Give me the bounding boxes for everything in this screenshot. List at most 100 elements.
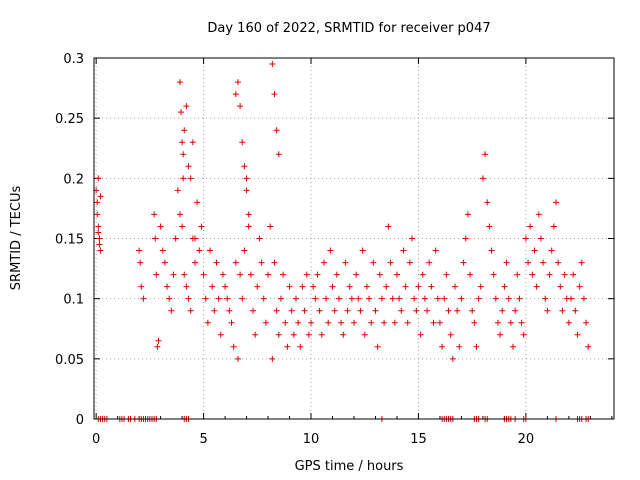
x-axis-label: GPS time / hours <box>295 459 404 474</box>
data-point <box>376 271 383 278</box>
data-point <box>155 337 162 344</box>
data-point <box>447 331 454 338</box>
data-point <box>413 307 420 314</box>
data-point <box>525 259 532 266</box>
data-point <box>522 235 529 242</box>
data-point <box>426 259 433 266</box>
data-point <box>237 271 244 278</box>
data-point <box>191 259 198 266</box>
data-point <box>94 211 101 218</box>
y-tick-label: 0.15 <box>55 233 84 248</box>
data-point <box>342 259 349 266</box>
data-point <box>389 295 396 302</box>
data-point <box>179 223 186 230</box>
x-tick-label: 10 <box>303 432 320 447</box>
data-point <box>95 223 102 230</box>
data-point <box>154 343 161 350</box>
data-point <box>230 343 237 350</box>
data-point <box>434 295 441 302</box>
data-point <box>179 139 186 146</box>
data-point <box>174 187 181 194</box>
data-point <box>217 331 224 338</box>
data-point <box>303 271 310 278</box>
data-point <box>479 175 486 182</box>
data-point <box>501 283 508 290</box>
data-point <box>213 259 220 266</box>
data-point <box>348 295 355 302</box>
data-point <box>166 295 173 302</box>
data-point <box>443 271 450 278</box>
data-point <box>295 319 302 326</box>
data-point <box>391 319 398 326</box>
data-point <box>490 271 497 278</box>
data-point <box>385 223 392 230</box>
y-axis-label: SRMTID / TECUs <box>9 186 24 291</box>
data-point <box>308 319 315 326</box>
data-point <box>409 235 416 242</box>
data-point <box>338 319 345 326</box>
y-tick-label: 0.1 <box>63 293 84 308</box>
data-point <box>482 151 489 158</box>
x-tick-label: 15 <box>410 432 427 447</box>
data-point <box>572 307 579 314</box>
data-point <box>475 295 482 302</box>
data-point <box>241 163 248 170</box>
data-point <box>260 295 267 302</box>
data-point <box>228 319 235 326</box>
data-point <box>187 307 194 314</box>
data-point <box>219 271 226 278</box>
data-point <box>335 295 342 302</box>
data-point <box>340 331 347 338</box>
data-point <box>323 295 330 302</box>
data-point <box>325 319 332 326</box>
data-point <box>370 259 377 266</box>
data-point <box>320 259 327 266</box>
data-point <box>245 223 252 230</box>
data-point <box>312 295 319 302</box>
data-point <box>346 283 353 290</box>
data-point <box>239 295 246 302</box>
data-point <box>164 283 171 290</box>
data-point <box>318 331 325 338</box>
data-point <box>181 127 188 134</box>
data-point <box>441 295 448 302</box>
y-tick-label: 0.3 <box>63 52 84 67</box>
data-point <box>381 319 388 326</box>
plot-frame <box>93 57 615 420</box>
data-point <box>136 247 143 254</box>
data-point <box>550 223 557 230</box>
data-point <box>561 271 568 278</box>
data-point <box>363 283 370 290</box>
y-tick-label: 0.05 <box>55 353 84 368</box>
data-point <box>351 319 357 326</box>
data-point <box>189 235 196 242</box>
data-point <box>529 271 536 278</box>
data-point <box>258 259 265 266</box>
data-point <box>243 187 250 194</box>
data-point <box>284 343 291 350</box>
data-point <box>542 295 549 302</box>
data-point <box>140 295 147 302</box>
data-point <box>518 319 525 326</box>
x-tick-label: 20 <box>518 432 535 447</box>
data-point <box>578 259 585 266</box>
data-point <box>368 319 375 326</box>
data-point <box>467 271 474 278</box>
data-point <box>301 307 308 314</box>
data-point <box>451 283 458 290</box>
data-point <box>151 211 158 218</box>
data-point <box>374 343 381 350</box>
data-point <box>161 259 168 266</box>
data-point <box>256 235 263 242</box>
data-point <box>436 319 443 326</box>
data-point <box>271 259 278 266</box>
data-point <box>180 151 187 158</box>
data-point <box>417 331 424 338</box>
data-point <box>189 139 196 146</box>
data-point <box>262 319 269 326</box>
data-point <box>305 331 312 338</box>
data-point <box>96 235 103 242</box>
data-point <box>585 343 592 350</box>
data-point <box>449 355 456 362</box>
